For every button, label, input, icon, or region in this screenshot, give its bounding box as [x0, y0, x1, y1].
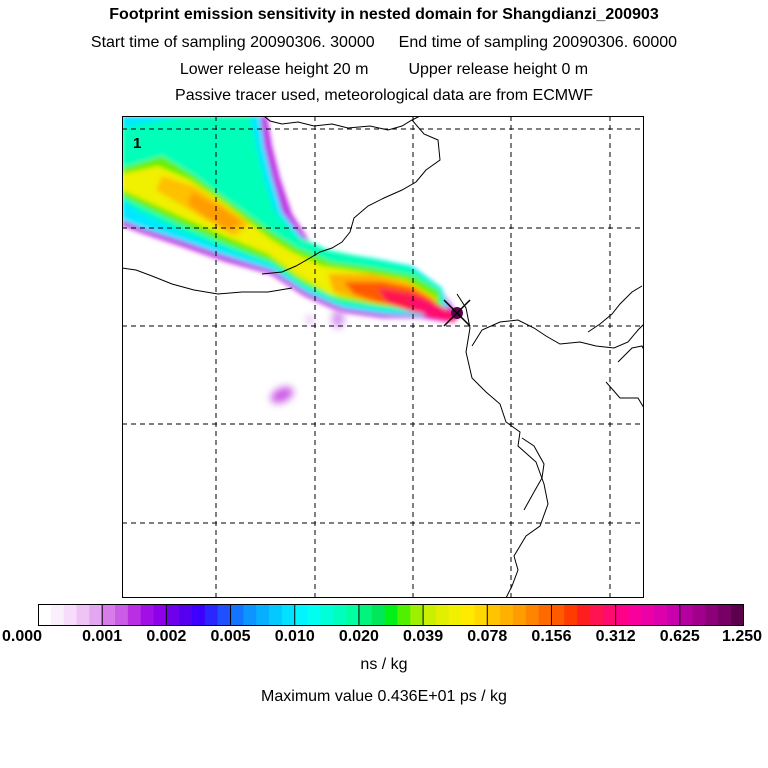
- colorbar-swatch: [641, 604, 655, 626]
- colorbar-swatch: [127, 604, 142, 626]
- colorbar-swatch: [500, 604, 514, 626]
- colorbar-swatch: [281, 604, 296, 626]
- colorbar-swatch: [718, 604, 732, 626]
- colorbar-frame: [38, 604, 744, 626]
- footprint-map: 1: [122, 116, 644, 598]
- colorbar-tick-label: 0.312: [595, 628, 636, 645]
- panel-label: 1: [133, 135, 141, 152]
- colorbar-swatch: [38, 604, 52, 626]
- colorbar-swatch: [115, 604, 129, 626]
- colorbar-swatch: [358, 604, 373, 626]
- colorbar-tick-label: 0.039: [403, 628, 444, 645]
- colorbar-swatch: [628, 604, 642, 626]
- end-time-label: End time of sampling 20090306. 60000: [398, 34, 678, 51]
- colorbar-tick-label: 0.005: [210, 628, 251, 645]
- colorbar-swatch: [589, 604, 604, 626]
- colorbar-swatch: [512, 604, 527, 626]
- colorbar-tick-label: 0.010: [274, 628, 315, 645]
- colorbar-swatch: [602, 604, 617, 626]
- colorbar-swatch: [410, 604, 424, 626]
- colorbar-swatch: [89, 604, 103, 626]
- tracer-note: Passive tracer used, meteorological data…: [175, 87, 593, 104]
- colorbar-swatch: [230, 604, 244, 626]
- colorbar-tick-label: 0.625: [659, 628, 700, 645]
- map-frame: [122, 116, 644, 598]
- colorbar-swatch: [435, 604, 450, 626]
- colorbar-swatch: [50, 604, 65, 626]
- colorbar-tick-label: 0.001: [82, 628, 123, 645]
- colorbar-swatch: [153, 604, 167, 626]
- coastlines-and-borders: [122, 116, 644, 598]
- station-cross-icon: [443, 299, 471, 327]
- colorbar-tick-label: 1.250: [721, 628, 763, 645]
- colorbar-swatch: [371, 604, 385, 626]
- colorbar-swatch: [731, 604, 744, 626]
- colorbar-swatch: [320, 604, 334, 626]
- colorbar-swatch: [192, 604, 206, 626]
- colorbar-swatch: [448, 604, 462, 626]
- colorbar-tick-label: 0.156: [531, 628, 572, 645]
- colorbar-swatch: [140, 604, 154, 626]
- colorbar-swatch: [461, 604, 475, 626]
- colorbar-unit: ns / kg: [360, 656, 408, 673]
- colorbar-swatch: [63, 604, 77, 626]
- colorbar-swatch: [474, 604, 488, 626]
- colorbar-swatch: [76, 604, 90, 626]
- colorbar-swatch: [487, 604, 501, 626]
- plot-title: Footprint emission sensitivity in nested…: [109, 6, 659, 23]
- colorbar-swatch: [243, 604, 257, 626]
- upper-release-label: Upper release height 0 m: [408, 61, 589, 78]
- colorbar-swatch: [615, 604, 629, 626]
- colorbar-tick-label: 0.002: [146, 628, 187, 645]
- colorbar-swatch: [217, 604, 231, 626]
- colorbar-swatch: [166, 604, 180, 626]
- colorbar-swatch: [204, 604, 219, 626]
- sampling-times: Start time of sampling 20090306. 30000 En…: [0, 34, 768, 52]
- colorbar-swatch: [666, 604, 681, 626]
- colorbar-swatch: [397, 604, 411, 626]
- release-heights: Lower release height 20 m Upper release h…: [0, 61, 768, 79]
- colorbar-swatch: [179, 604, 193, 626]
- footprint-plume: [122, 116, 460, 404]
- start-time-label: Start time of sampling 20090306. 30000: [90, 34, 375, 51]
- colorbar-swatch: [333, 604, 347, 626]
- colorbar-swatch: [423, 604, 437, 626]
- colorbar-swatch: [551, 604, 565, 626]
- colorbar-tick-labels: 0.000 0.001 0.002 0.005 0.010 0.020 0.039 0.078…: [0, 628, 768, 648]
- colorbar-swatch: [577, 604, 591, 626]
- colorbar-swatch: [256, 604, 270, 626]
- colorbar-swatch: [384, 604, 398, 626]
- colorbar-swatch: [307, 604, 321, 626]
- colorbar-swatch: [654, 604, 668, 626]
- colorbar-swatch: [269, 604, 283, 626]
- colorbar-swatch: [692, 604, 706, 626]
- maximum-value-label: Maximum value 0.436E+01 ps / kg: [261, 688, 507, 705]
- colorbar: [38, 604, 744, 626]
- colorbar-tick-label: 0.078: [467, 628, 508, 645]
- lower-release-label: Lower release height 20 m: [179, 61, 369, 78]
- lat-lon-gridlines: [122, 116, 644, 598]
- colorbar-swatch: [346, 604, 360, 626]
- colorbar-swatch: [564, 604, 578, 626]
- colorbar-swatch: [679, 604, 694, 626]
- colorbar-swatch: [294, 604, 308, 626]
- colorbar-swatch: [102, 604, 116, 626]
- colorbar-tick-label: 0.020: [338, 628, 379, 645]
- colorbar-swatch: [525, 604, 540, 626]
- colorbar-swatch: [705, 604, 719, 626]
- colorbar-tick-label: 0.000: [1, 628, 43, 645]
- colorbar-swatch: [538, 604, 552, 626]
